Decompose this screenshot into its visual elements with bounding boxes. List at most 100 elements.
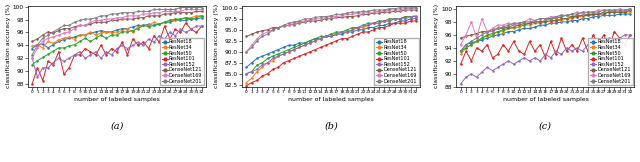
ResNet101 bbox=[547, 40, 555, 42]
DenseNet121 bbox=[536, 21, 544, 23]
DenseNet121 bbox=[611, 11, 618, 13]
DenseNet121 bbox=[349, 16, 356, 17]
ResNet152 bbox=[76, 51, 84, 53]
ResNet152 bbox=[520, 57, 528, 59]
DenseNet169 bbox=[547, 16, 555, 18]
ResNet101 bbox=[584, 50, 591, 52]
ResNet152 bbox=[483, 66, 491, 68]
ResNet101 bbox=[327, 42, 335, 44]
DenseNet169 bbox=[579, 13, 586, 15]
ResNet101 bbox=[359, 31, 367, 33]
DenseNet121 bbox=[531, 21, 539, 23]
ResNet50 bbox=[259, 62, 266, 64]
ResNet34 bbox=[483, 35, 491, 37]
ResNet34 bbox=[177, 18, 184, 20]
DenseNet169 bbox=[621, 9, 628, 11]
ResNet34 bbox=[370, 22, 378, 24]
ResNet50 bbox=[296, 44, 303, 46]
ResNet101 bbox=[380, 27, 388, 29]
DenseNet201 bbox=[55, 28, 63, 30]
ResNet152 bbox=[60, 60, 68, 62]
ResNet101 bbox=[65, 67, 73, 69]
ResNet152 bbox=[343, 31, 351, 33]
ResNet18 bbox=[483, 37, 491, 39]
ResNet101 bbox=[81, 47, 89, 49]
DenseNet169 bbox=[97, 19, 105, 21]
DenseNet169 bbox=[102, 18, 110, 20]
ResNet152 bbox=[412, 16, 420, 17]
ResNet34 bbox=[547, 21, 555, 23]
ResNet34 bbox=[140, 24, 147, 26]
DenseNet201 bbox=[349, 11, 356, 13]
ResNet34 bbox=[102, 31, 110, 33]
ResNet50 bbox=[134, 28, 142, 30]
ResNet34 bbox=[333, 33, 340, 35]
DenseNet201 bbox=[150, 8, 158, 10]
ResNet50 bbox=[343, 29, 351, 31]
ResNet50 bbox=[364, 22, 372, 24]
ResNet34 bbox=[76, 34, 84, 36]
ResNet50 bbox=[412, 16, 420, 17]
ResNet18 bbox=[370, 27, 378, 29]
ResNet18 bbox=[552, 22, 560, 24]
ResNet152 bbox=[166, 32, 173, 34]
ResNet152 bbox=[118, 44, 126, 46]
DenseNet121 bbox=[573, 16, 581, 18]
ResNet18 bbox=[102, 31, 110, 33]
Line: ResNet101: ResNet101 bbox=[31, 22, 203, 85]
Y-axis label: classification accuracy (%): classification accuracy (%) bbox=[6, 4, 10, 88]
ResNet50 bbox=[243, 73, 250, 75]
DenseNet169 bbox=[70, 28, 78, 30]
DenseNet201 bbox=[285, 22, 292, 24]
ResNet101 bbox=[182, 22, 189, 24]
ResNet152 bbox=[124, 47, 131, 49]
DenseNet121 bbox=[312, 20, 319, 22]
ResNet101 bbox=[306, 51, 314, 53]
DenseNet121 bbox=[156, 15, 163, 17]
DenseNet201 bbox=[198, 6, 205, 8]
DenseNet121 bbox=[39, 34, 47, 36]
ResNet101 bbox=[457, 63, 465, 65]
ResNet18 bbox=[531, 26, 539, 28]
ResNet34 bbox=[327, 33, 335, 35]
DenseNet169 bbox=[317, 18, 324, 20]
DenseNet201 bbox=[301, 18, 308, 20]
ResNet34 bbox=[182, 17, 189, 19]
ResNet50 bbox=[407, 16, 415, 17]
ResNet101 bbox=[102, 54, 110, 56]
ResNet152 bbox=[55, 57, 63, 59]
ResNet50 bbox=[39, 57, 47, 58]
Line: DenseNet201: DenseNet201 bbox=[245, 6, 417, 53]
DenseNet201 bbox=[605, 9, 613, 11]
ResNet34 bbox=[34, 44, 42, 46]
ResNet50 bbox=[478, 37, 486, 39]
DenseNet121 bbox=[333, 17, 340, 18]
ResNet34 bbox=[65, 36, 73, 38]
ResNet152 bbox=[573, 47, 581, 49]
DenseNet169 bbox=[627, 8, 634, 10]
ResNet18 bbox=[600, 14, 607, 16]
DenseNet201 bbox=[44, 34, 52, 36]
DenseNet169 bbox=[134, 15, 142, 17]
ResNet34 bbox=[568, 18, 576, 20]
ResNet18 bbox=[494, 34, 502, 36]
DenseNet201 bbox=[611, 9, 618, 11]
ResNet152 bbox=[611, 40, 618, 42]
DenseNet169 bbox=[243, 51, 250, 53]
DenseNet169 bbox=[65, 31, 73, 33]
ResNet18 bbox=[568, 20, 576, 22]
ResNet152 bbox=[188, 28, 195, 30]
Line: DenseNet169: DenseNet169 bbox=[460, 8, 632, 46]
DenseNet201 bbox=[621, 9, 628, 11]
ResNet152 bbox=[407, 16, 415, 17]
Line: ResNet101: ResNet101 bbox=[460, 30, 632, 65]
ResNet34 bbox=[457, 53, 465, 55]
ResNet34 bbox=[595, 13, 602, 15]
ResNet101 bbox=[499, 44, 507, 46]
ResNet152 bbox=[494, 66, 502, 68]
ResNet152 bbox=[600, 40, 607, 42]
ResNet101 bbox=[462, 50, 470, 52]
DenseNet169 bbox=[380, 10, 388, 12]
ResNet18 bbox=[391, 22, 399, 24]
DenseNet201 bbox=[145, 10, 152, 12]
